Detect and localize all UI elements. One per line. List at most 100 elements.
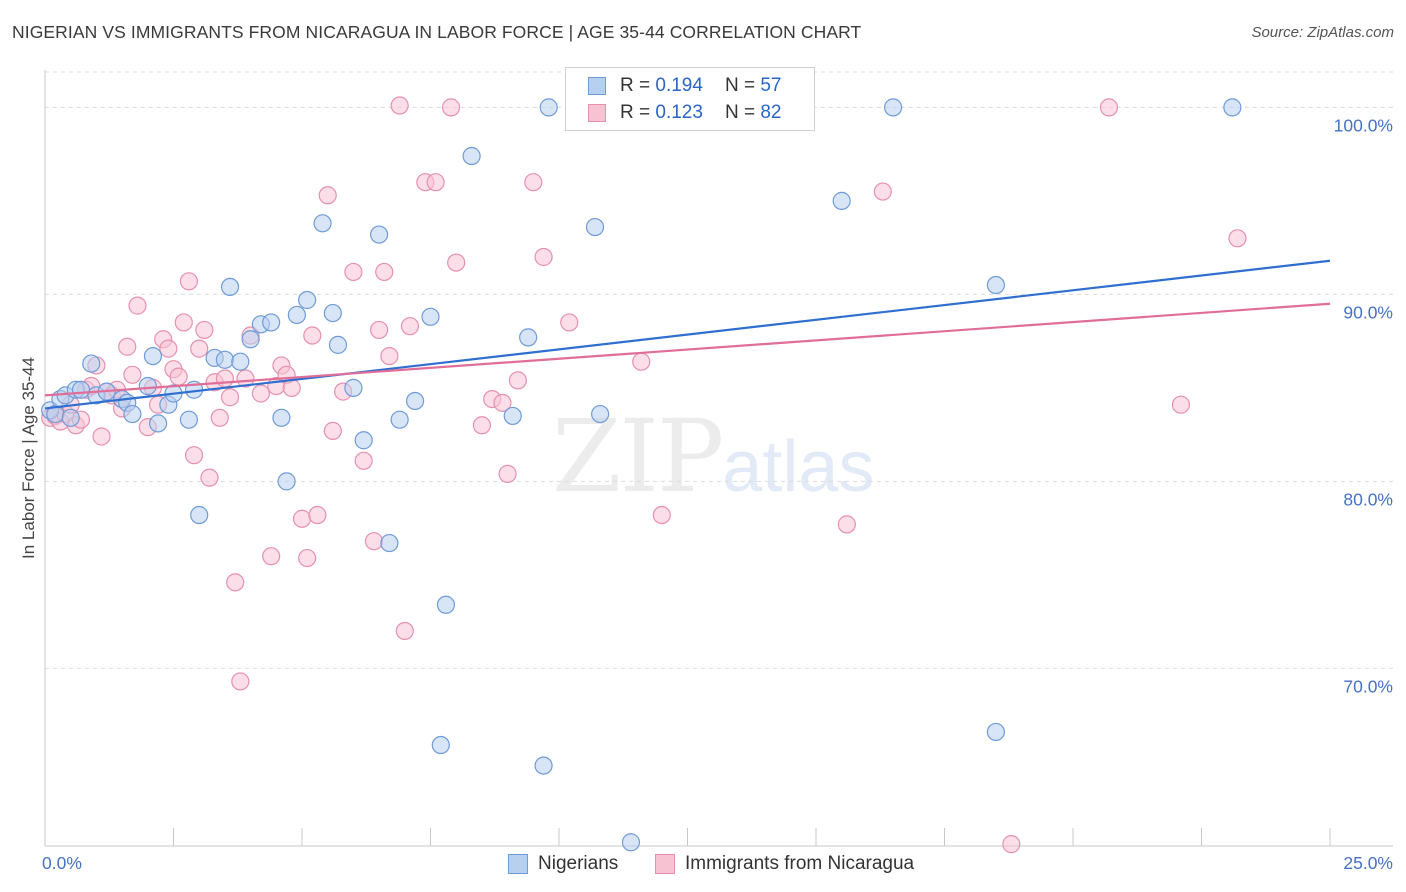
nicaragua-point (873, 182, 892, 201)
nigerian-point (287, 305, 306, 325)
nicaragua-point (169, 367, 188, 386)
nicaragua-point (231, 672, 250, 691)
nigerian-point (519, 328, 538, 347)
nicaragua-point (1228, 229, 1247, 248)
nicaragua-point (560, 313, 579, 332)
nicaragua-point (123, 365, 142, 384)
nicaragua-point (441, 98, 461, 117)
nicaragua-point (472, 416, 491, 435)
legend-n-label: N = (724, 102, 756, 123)
legend-r-value-nigerians: 0.194 (655, 75, 703, 96)
nigerian-point (143, 346, 163, 366)
nigerian-point (262, 313, 281, 332)
nicaragua-point (364, 532, 384, 551)
nicaragua-point (380, 346, 399, 366)
nigerian-point (298, 290, 317, 310)
watermark: ZIPatlas (552, 398, 874, 515)
bottom-legend-swatch-pink (655, 854, 675, 874)
nigerian-point (71, 380, 91, 399)
nigerian-point (380, 533, 399, 553)
bottom-legend-label-nigerians: Nigerians (538, 853, 619, 874)
axes (44, 70, 1393, 847)
trend-line-nigerians (44, 259, 1331, 410)
nigerian-point (328, 335, 348, 354)
correlation-legend: R = 0.194 N = 57 R = 0.123 N = 82 (565, 67, 815, 131)
nicaragua-point (179, 272, 199, 291)
nigerian-point (832, 191, 851, 210)
bottom-legend-nicaragua[interactable]: Immigrants from Nicaragua (655, 851, 914, 877)
nigerian-point (344, 378, 363, 397)
bottom-legend-label-nicaragua: Immigrants from Nicaragua (685, 853, 915, 874)
nicaragua-point (262, 547, 281, 566)
bottom-legend-nigerians[interactable]: Nigerians (508, 851, 618, 877)
nicaragua-point (370, 320, 389, 340)
legend-r-value-nicaragua: 0.123 (655, 102, 703, 123)
nigerian-point (436, 595, 456, 614)
nicaragua-point (493, 393, 512, 412)
nigerian-point (421, 307, 440, 326)
nigerian-point (534, 756, 553, 775)
nicaragua-point (282, 378, 301, 397)
nigerian-point (370, 225, 389, 244)
nicaragua-point (236, 369, 255, 388)
nicaragua-point (498, 464, 517, 483)
legend-swatch-blue (588, 77, 606, 95)
nicaragua-point (534, 247, 553, 267)
nicaragua-point (303, 326, 322, 345)
nigerian-point (591, 404, 610, 424)
y-tick-label-100: 100.0% (1334, 115, 1393, 135)
nigerian-point (323, 303, 342, 323)
nigerian-point (231, 352, 250, 371)
nicaragua-point (92, 427, 111, 446)
nicaragua-point (1002, 835, 1021, 854)
legend-r-label: R = (620, 102, 651, 123)
y-axis-label: In Labor Force | Age 35-44 (19, 357, 38, 559)
nicaragua-point (632, 352, 651, 371)
nigerian-point (277, 472, 296, 491)
nicaragua-point (318, 186, 337, 205)
series-nigerians-points (41, 98, 1242, 852)
nigerian-point (503, 406, 522, 426)
nigerian-point (82, 354, 101, 373)
nicaragua-point (292, 509, 312, 528)
nigerian-point (272, 408, 291, 427)
legend-row-nigerians: R = 0.194 N = 57 (588, 73, 781, 99)
nicaragua-point (215, 369, 234, 388)
nigerian-point (986, 275, 1006, 295)
trend-line-nicaragua (44, 302, 1331, 397)
nigerian-point (61, 408, 80, 427)
nicaragua-point (1171, 395, 1191, 414)
nigerian-point (431, 735, 450, 755)
nigerian-point (179, 410, 199, 429)
y-tick-label-90: 90.0% (1343, 302, 1393, 322)
source-label: Source: ZipAtlas.com (1251, 24, 1394, 41)
nicaragua-point (323, 421, 342, 440)
nicaragua-point (652, 505, 671, 525)
nigerian-point (220, 277, 240, 297)
nicaragua-point (447, 253, 466, 272)
nicaragua-point (251, 384, 270, 403)
nicaragua-point (508, 371, 527, 390)
x-ticks (44, 828, 1331, 846)
legend-n-value-nicaragua: 82 (760, 102, 782, 123)
nigerian-point (123, 404, 142, 424)
nicaragua-point (128, 296, 147, 315)
nicaragua-point (298, 548, 317, 568)
nicaragua-point (174, 313, 193, 332)
nigerian-point (462, 146, 481, 166)
nicaragua-point (220, 388, 240, 407)
nicaragua-point (395, 621, 414, 641)
watermark-zip: ZIP (552, 398, 724, 515)
x-tick-label-max: 25.0% (1343, 853, 1393, 873)
nigerian-point (405, 391, 425, 411)
nicaragua-point (426, 173, 445, 192)
nicaragua-point (524, 173, 543, 192)
nigerian-point (215, 350, 234, 369)
legend-n-value-nigerians: 57 (760, 75, 782, 96)
nicaragua-point (400, 317, 420, 336)
series-nicaragua-points (41, 96, 1247, 854)
legend-row-nicaragua: R = 0.123 N = 82 (588, 100, 781, 126)
nigerian-point (241, 330, 260, 349)
nicaragua-point (390, 96, 409, 115)
